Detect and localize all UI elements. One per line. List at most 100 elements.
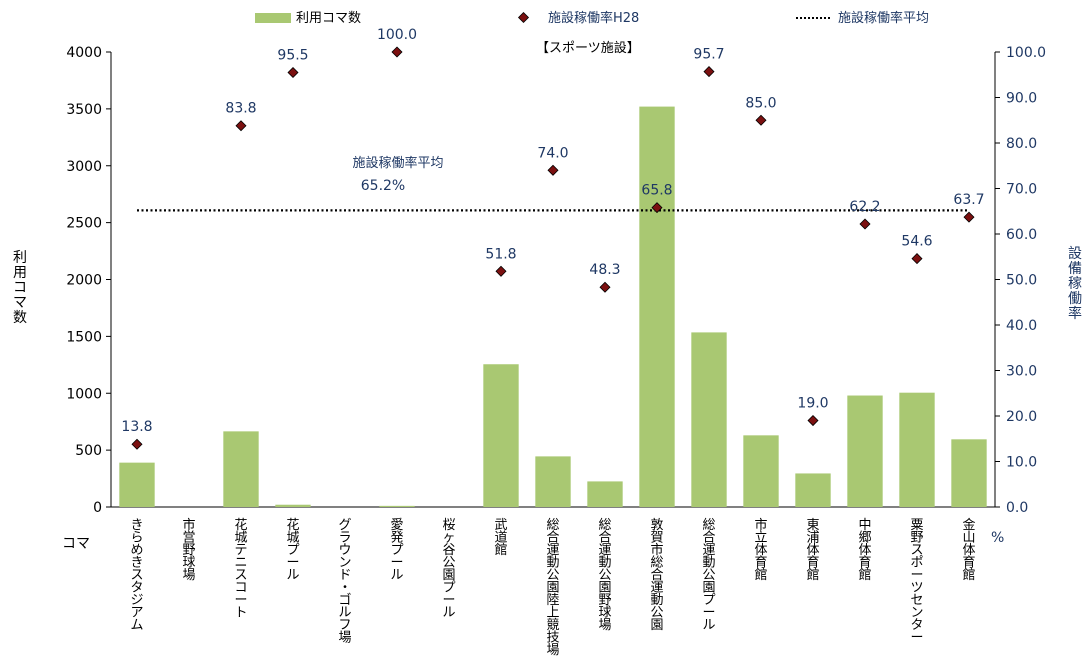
average-annotation-value: 65.2% — [361, 178, 405, 194]
rate-point — [911, 253, 923, 265]
rate-data-label: 95.7 — [693, 47, 724, 63]
category-label: 花城テニスコート — [234, 517, 247, 621]
category-label: 金山体育館 — [962, 517, 975, 583]
rate-data-label: 65.8 — [641, 183, 672, 199]
rate-data-label: 74.0 — [537, 145, 568, 161]
average-annotation-label: 施設稼働率平均 — [352, 155, 443, 171]
rate-data-label: 54.6 — [901, 234, 932, 250]
right-axis-title: 設備稼働率 — [1068, 246, 1082, 322]
category-label: 市営野球場 — [182, 517, 195, 583]
legend-swatch-bars — [255, 13, 291, 23]
rate-point — [495, 265, 507, 277]
left-tick-label: 3000 — [66, 159, 102, 175]
bar — [379, 505, 415, 507]
category-label: 敦賀市総合運動公園 — [650, 517, 663, 633]
rate-point — [963, 211, 975, 223]
left-axis-unit: コマ — [62, 536, 90, 552]
category-label: 中郷体育館 — [858, 518, 871, 583]
left-axis-ticks: 0 500 1000 1500 2000 2500 3000 3500 4000 — [66, 45, 111, 516]
left-tick-label: 0 — [93, 500, 102, 516]
right-tick-label: 100.0 — [1006, 45, 1046, 61]
legend-swatch-rate — [517, 11, 530, 24]
category-label: 武道館 — [494, 518, 507, 558]
category-label: 総合運動公園プール — [702, 518, 715, 633]
category-label: 東浦体育館 — [806, 517, 819, 583]
category-label: 総合運動公園陸上競技場 — [546, 518, 559, 658]
legend-label-rate: 施設稼働率H28 — [548, 10, 639, 26]
bar — [743, 435, 779, 507]
right-tick-label: 80.0 — [1006, 136, 1037, 152]
rate-point — [287, 66, 299, 78]
right-tick-label: 10.0 — [1006, 455, 1037, 471]
rate-data-label: 13.8 — [121, 419, 152, 435]
rate-point — [703, 66, 715, 78]
category-label: 粟野スポーツセンター — [910, 518, 923, 646]
rate-point — [547, 164, 559, 176]
rate-point — [807, 415, 819, 427]
rate-point — [755, 114, 767, 126]
rate-data-label: 95.5 — [277, 47, 308, 63]
right-tick-label: 60.0 — [1006, 227, 1037, 243]
right-tick-label: 30.0 — [1006, 364, 1037, 380]
legend: 利用コマ数 施設稼働率H28 施設稼働率平均 — [255, 10, 929, 26]
legend-label-average: 施設稼働率平均 — [838, 10, 929, 26]
rate-data-label: 19.0 — [797, 396, 828, 412]
bar — [847, 395, 883, 507]
bar — [483, 364, 519, 507]
left-tick-label: 3500 — [66, 102, 102, 118]
bar — [951, 439, 987, 507]
bar-series — [119, 106, 987, 507]
left-tick-label: 2000 — [66, 273, 102, 289]
left-tick-label: 4000 — [66, 45, 102, 61]
right-title-text: 設備稼働率 — [1068, 246, 1082, 322]
right-tick-label: 40.0 — [1006, 318, 1037, 334]
chart-title: 【スポーツ施設】 — [536, 40, 640, 56]
rate-data-label: 51.8 — [485, 246, 516, 262]
rate-series: 13.8 83.8 95.5 100.0 51.8 74.0 48.3 65.8 95.7 85.… — [121, 27, 985, 450]
bar — [119, 462, 155, 507]
right-axis-ticks: 0.0 10.0 20.0 30.0 40.0 50.0 60.0 70.0 80.0 90.0 1… — [995, 45, 1046, 516]
rate-point — [131, 438, 143, 450]
bar — [587, 481, 623, 507]
rate-data-label: 85.0 — [745, 95, 776, 111]
bar — [535, 456, 571, 507]
bar — [639, 106, 675, 507]
rate-point — [599, 281, 611, 293]
category-label: 桜ヶ谷公園プール — [442, 518, 455, 621]
rate-point — [859, 218, 871, 230]
category-label: グラウンド・ゴルフ場 — [338, 518, 351, 646]
right-axis-unit: % — [991, 530, 1004, 546]
left-tick-label: 500 — [75, 443, 102, 459]
bar — [275, 504, 311, 507]
bar — [899, 392, 935, 507]
rate-data-label: 62.2 — [849, 199, 880, 215]
right-tick-label: 50.0 — [1006, 273, 1037, 289]
left-tick-label: 1000 — [66, 386, 102, 402]
legend-label-bars: 利用コマ数 — [296, 11, 361, 26]
left-tick-label: 1500 — [66, 329, 102, 345]
left-axis-title: 利用コマ数 — [13, 250, 27, 326]
category-label: きらめきスタジアム — [130, 518, 143, 633]
rate-point — [651, 202, 663, 214]
bar — [691, 332, 727, 507]
category-label: 総合運動公園野球場 — [598, 518, 611, 633]
category-labels: きらめきスタジアム 市営野球場 花城テニスコート 花城プール グラウンド・ゴルフ場 愛発プ… — [130, 517, 975, 658]
right-tick-label: 90.0 — [1006, 91, 1037, 107]
rate-data-label: 63.7 — [953, 192, 984, 208]
right-tick-label: 20.0 — [1006, 409, 1037, 425]
bar — [223, 431, 259, 507]
right-tick-label: 70.0 — [1006, 182, 1037, 198]
category-label: 愛発プール — [390, 518, 403, 583]
bar — [795, 473, 831, 507]
rate-data-label: 48.3 — [589, 262, 620, 278]
category-label: 花城プール — [286, 517, 299, 583]
rate-data-label: 83.8 — [225, 101, 256, 117]
right-tick-label: 0.0 — [1006, 500, 1028, 516]
rate-data-label: 100.0 — [377, 27, 417, 43]
left-title-text: 利用コマ数 — [13, 250, 27, 326]
rate-point — [235, 120, 247, 132]
category-label: 市立体育館 — [754, 517, 767, 583]
rate-point — [391, 46, 403, 58]
left-tick-label: 2500 — [66, 216, 102, 232]
